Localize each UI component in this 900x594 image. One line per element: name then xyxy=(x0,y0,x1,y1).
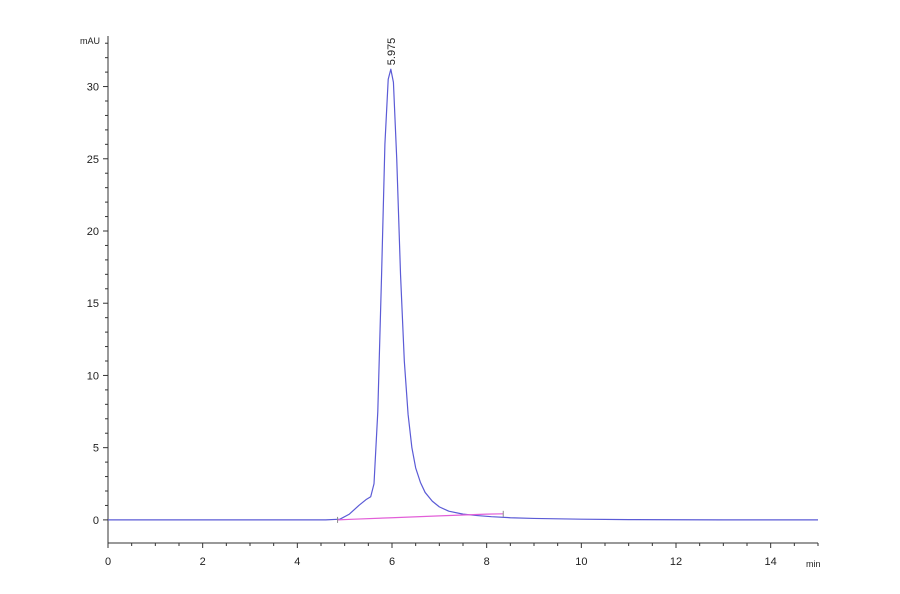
signal-trace-line xyxy=(108,68,818,521)
plot-series xyxy=(108,68,818,523)
x-tick-label: 14 xyxy=(765,556,777,568)
y-tick-label: 30 xyxy=(87,82,99,94)
x-ticks: 0 2 4 6 8 10 12 14 xyxy=(105,543,819,568)
x-tick-label: 0 xyxy=(105,556,111,568)
x-tick-label: 10 xyxy=(575,556,587,568)
x-tick-label: 12 xyxy=(670,556,682,568)
peak-label: 5.975 xyxy=(386,38,398,66)
y-tick-label: 0 xyxy=(93,515,99,527)
y-tick-label: 20 xyxy=(87,226,99,238)
y-tick-label: 15 xyxy=(87,298,99,310)
y-tick-label: 10 xyxy=(87,370,99,382)
x-tick-label: 4 xyxy=(294,556,300,568)
annotations: 5.975 xyxy=(386,38,398,66)
y-tick-label: 5 xyxy=(93,443,99,455)
baseline-trace-line xyxy=(337,513,504,521)
x-unit-label: min xyxy=(806,559,821,569)
axes: 0 2 4 6 8 10 12 14 0 5 10 15 20 25 30 mAU min xyxy=(80,36,821,569)
x-tick-label: 6 xyxy=(389,556,395,568)
y-ticks: 0 5 10 15 20 25 30 xyxy=(87,42,108,527)
x-tick-label: 8 xyxy=(484,556,490,568)
x-tick-label: 2 xyxy=(200,556,206,568)
y-tick-label: 25 xyxy=(87,154,99,166)
y-unit-label: mAU xyxy=(80,36,100,46)
